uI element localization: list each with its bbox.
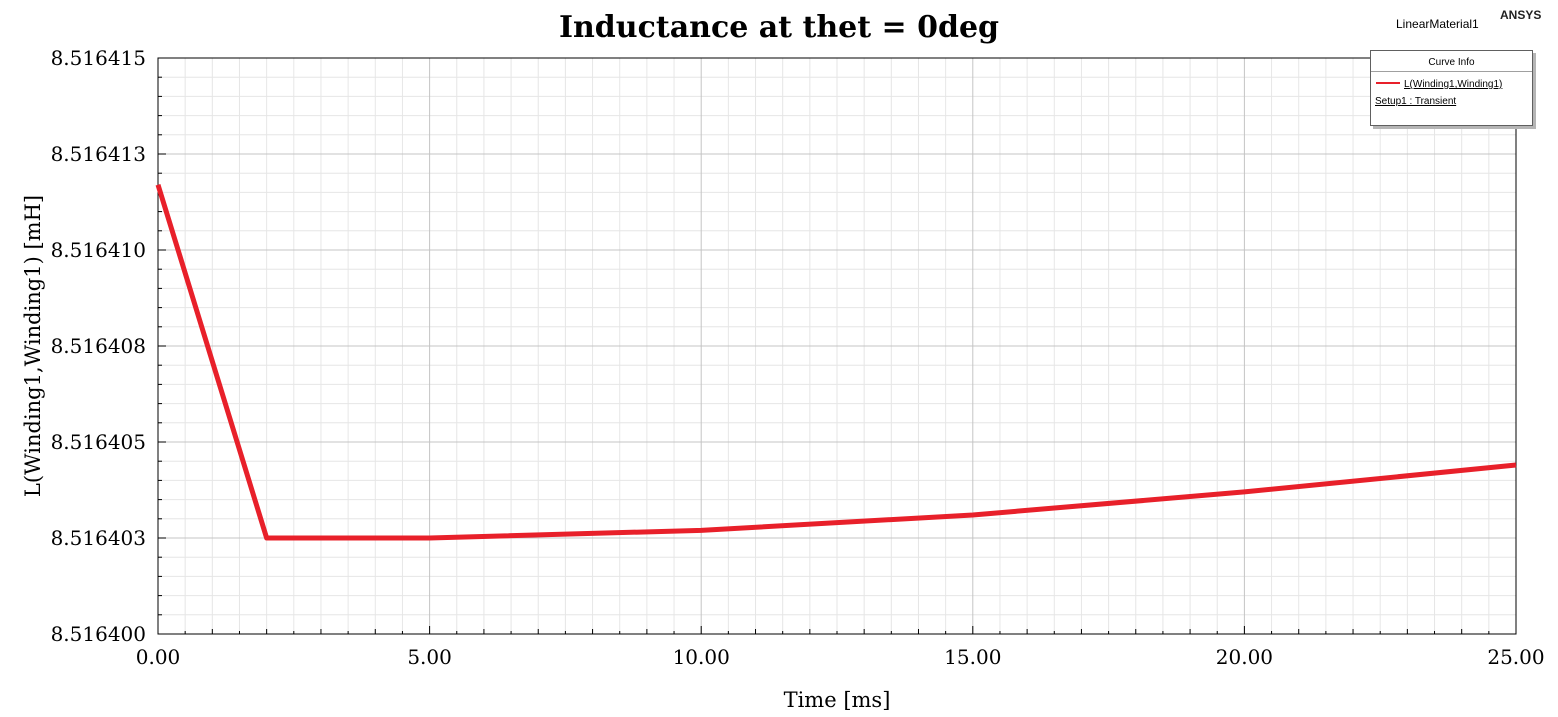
curve-info-legend[interactable]: Curve Info L(Winding1,Winding1) Setup1 :… bbox=[1370, 50, 1533, 126]
x-tick-label: 10.00 bbox=[673, 645, 730, 669]
vendor-logo: ANSYS bbox=[1500, 8, 1542, 22]
legend-setup-label[interactable]: Setup1 : Transient bbox=[1375, 96, 1457, 107]
design-name-label: LinearMaterial1 bbox=[1396, 17, 1479, 31]
x-tick-label: 25.00 bbox=[1487, 645, 1544, 669]
grid-lines bbox=[157, 57, 1517, 635]
y-axis-title: L(Winding1,Winding1) [mH] bbox=[21, 195, 45, 497]
x-tick-label: 15.00 bbox=[944, 645, 1001, 669]
y-tick-label: 8.516403 bbox=[51, 526, 146, 550]
y-tick-label: 8.516400 bbox=[51, 622, 146, 646]
x-tick-label: 5.00 bbox=[407, 645, 452, 669]
x-tick-label: 0.00 bbox=[136, 645, 181, 669]
legend-divider bbox=[1371, 71, 1532, 72]
y-tick-label: 8.516408 bbox=[51, 334, 146, 358]
y-tick-label: 8.516413 bbox=[51, 142, 146, 166]
y-tick-label: 8.516415 bbox=[51, 46, 146, 70]
series-layer bbox=[155, 183, 1517, 541]
x-axis-title: Time [ms] bbox=[784, 688, 891, 712]
series-line bbox=[155, 183, 1517, 541]
y-tick-label: 8.516410 bbox=[51, 238, 146, 262]
plot-area-frame bbox=[157, 57, 1517, 635]
chart-title: Inductance at thet = 0deg bbox=[558, 10, 1000, 45]
legend-series-swatch bbox=[1376, 82, 1400, 84]
legend-header: Curve Info bbox=[1428, 57, 1475, 68]
y-tick-label: 8.516405 bbox=[51, 430, 146, 454]
tick-labels: 0.00 5.00 10.00 15.00 20.00 25.00 8.516400 8.51… bbox=[51, 46, 1545, 669]
legend-series-label[interactable]: L(Winding1,Winding1) bbox=[1404, 79, 1503, 90]
x-tick-label: 20.00 bbox=[1216, 645, 1273, 669]
